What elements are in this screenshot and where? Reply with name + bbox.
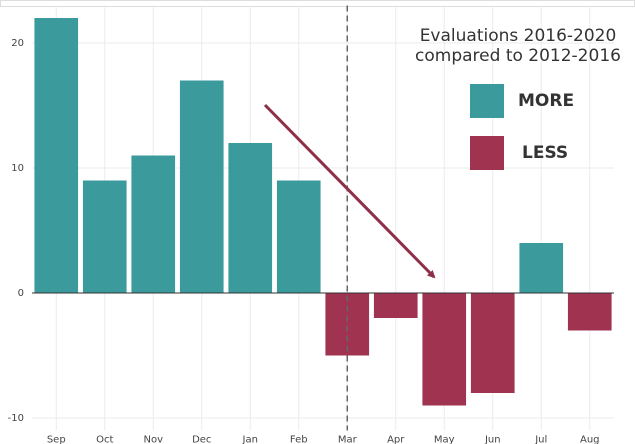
bar — [34, 18, 79, 293]
bar — [131, 155, 176, 293]
y-tick-label: 20 — [11, 38, 24, 49]
bar — [422, 293, 467, 406]
bar — [228, 143, 273, 293]
x-tick-label: Apr — [387, 435, 405, 444]
bar — [567, 293, 612, 331]
x-tick-label: Feb — [290, 435, 308, 444]
legend-swatch — [470, 136, 504, 170]
legend-title: Evaluations 2016-2020 — [420, 26, 617, 46]
y-tick-label: -10 — [8, 413, 24, 424]
x-tick-label: May — [434, 435, 455, 444]
x-tick-label: Aug — [580, 435, 600, 444]
bar — [373, 293, 418, 318]
legend-swatch — [470, 84, 504, 118]
x-tick-label: Nov — [143, 435, 163, 444]
frame — [0, 0, 635, 7]
x-tick-label: Dec — [192, 435, 211, 444]
bar — [82, 180, 127, 293]
legend-label: MORE — [518, 91, 574, 111]
trend-arrow — [263, 103, 436, 279]
x-tick-label: Jun — [484, 435, 501, 444]
x-tick-label: Sep — [47, 435, 66, 444]
y-tick-label: 0 — [18, 288, 24, 299]
bar — [519, 243, 564, 293]
bar — [325, 293, 370, 356]
legend-title: compared to 2012-2016 — [415, 46, 621, 66]
x-tick-label: Jan — [242, 435, 258, 444]
x-tick-label: Jul — [534, 435, 547, 444]
bar — [179, 80, 224, 293]
bar — [276, 180, 321, 293]
x-tick-label: Mar — [338, 435, 358, 444]
y-tick-label: 10 — [11, 163, 24, 174]
bar — [470, 293, 515, 393]
legend-label: LESS — [522, 143, 568, 163]
x-tick-label: Oct — [96, 435, 113, 444]
